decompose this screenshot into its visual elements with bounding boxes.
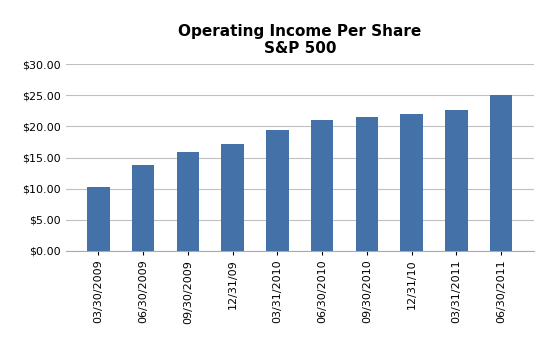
Bar [311, 120, 333, 251]
Bar [266, 130, 289, 251]
Bar [87, 187, 109, 251]
Bar [177, 152, 199, 251]
Bar [400, 114, 423, 251]
Title: Operating Income Per Share
S&P 500: Operating Income Per Share S&P 500 [178, 24, 421, 56]
Bar [356, 117, 378, 251]
Bar [222, 144, 244, 251]
Bar [132, 165, 155, 251]
Bar [490, 96, 512, 251]
Bar [445, 110, 468, 251]
